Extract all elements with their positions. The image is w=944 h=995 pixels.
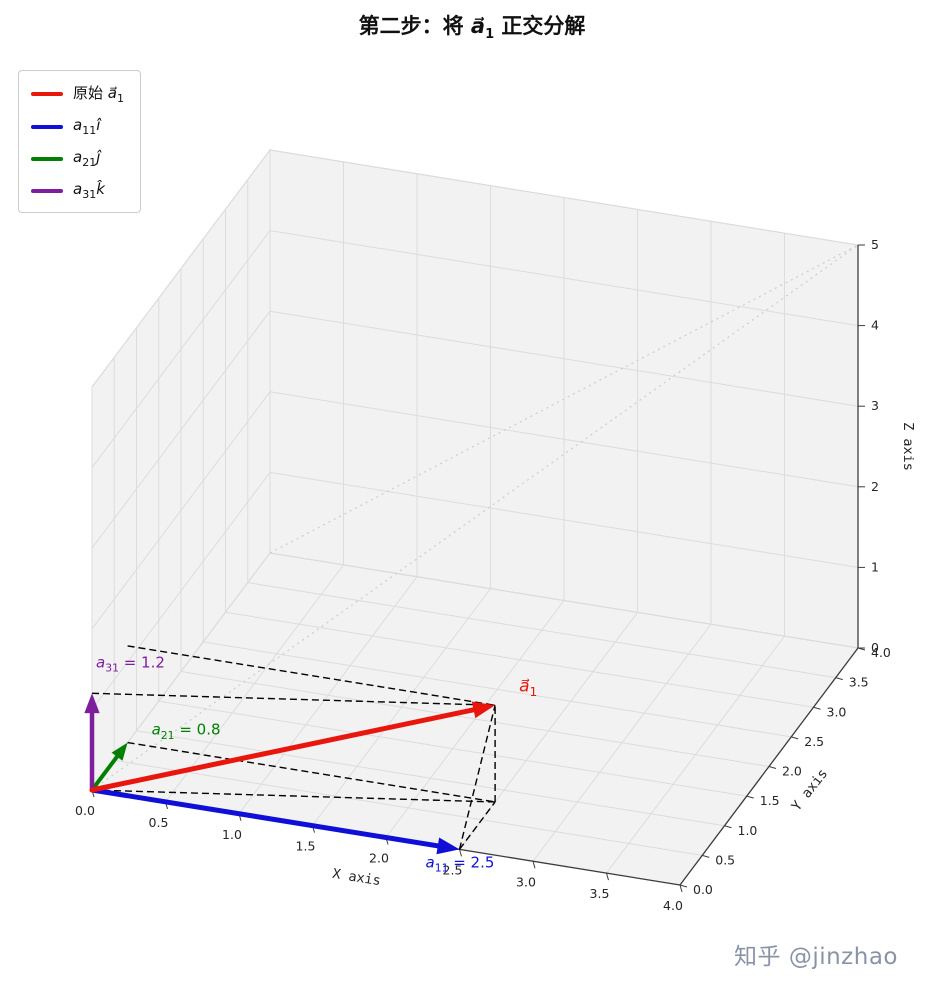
x-axis-label: X axis <box>331 866 382 889</box>
y-tick-label: 3.5 <box>849 675 869 690</box>
vector-a1 <box>89 705 483 793</box>
x-tick-label: 0.5 <box>149 815 169 830</box>
label-a1: a⃗1 <box>519 676 537 699</box>
x-tick-mark <box>606 872 609 881</box>
title-vector-symbol: a⃗ <box>470 14 486 38</box>
legend-swatch <box>31 124 63 129</box>
proj-a21-to-foot <box>127 741 496 803</box>
y-tick-mark <box>746 795 754 799</box>
legend-item: 原始 a⃗1 <box>31 82 124 105</box>
x-tick-mark <box>679 884 683 893</box>
z-tick-label: 4 <box>871 318 879 333</box>
y-tick-label: 1.0 <box>738 823 758 838</box>
x-tick-label: 1.0 <box>222 827 242 842</box>
grid-line <box>203 641 792 738</box>
legend-label: a11î <box>73 116 101 137</box>
grid-line <box>91 310 271 549</box>
label-a21: a21 = 0.8 <box>152 721 221 742</box>
y-tick-mark <box>702 854 710 858</box>
diag-space <box>91 244 859 791</box>
z-tick-label: 3 <box>871 398 879 413</box>
grid-line <box>269 310 859 407</box>
grid-line <box>269 552 859 649</box>
watermark: 知乎 @jinzhao <box>734 937 898 971</box>
x-tick-label: 3.5 <box>590 886 610 901</box>
grid-line <box>180 671 770 767</box>
x-tick-label: 4.0 <box>663 898 683 913</box>
x-tick-label: 2.5 <box>443 862 463 877</box>
grid-line <box>269 471 859 568</box>
grid-line <box>91 230 271 468</box>
y-tick-label: 3.0 <box>827 704 847 719</box>
legend: 原始 a⃗1 a11î a21ĵ a31k̂ <box>18 70 141 213</box>
title-suffix: 正交分解 <box>494 14 586 38</box>
z-tick-label: 1 <box>871 559 879 574</box>
legend-swatch <box>31 188 63 193</box>
grid-line <box>136 730 725 827</box>
vector-a11-i <box>89 787 447 850</box>
y-tick-label: 0.5 <box>715 852 735 867</box>
y-tick-label: 4.0 <box>871 645 891 660</box>
grid-line <box>269 391 859 488</box>
legend-swatch <box>31 91 63 96</box>
legend-item: a31k̂ <box>31 180 124 201</box>
title-vector-subscript: 1 <box>485 27 495 43</box>
grid-line <box>91 149 271 388</box>
y-tick-mark <box>768 766 777 769</box>
grid-line <box>158 700 747 797</box>
y-tick-mark <box>679 884 688 888</box>
grid-line <box>269 149 859 246</box>
label-a11: a11 = 2.5 <box>426 853 495 874</box>
proj-a11-to-foot <box>458 801 496 850</box>
vector-a31-k-arrowhead <box>84 693 100 714</box>
z-tick-label: 5 <box>871 237 879 252</box>
x-tick-mark <box>459 849 462 857</box>
label-a31: a31 = 1.2 <box>96 653 165 674</box>
grid-line <box>91 391 271 630</box>
z-axis-label: Z axis <box>900 422 916 471</box>
grid-line <box>114 759 703 856</box>
proj-top-left <box>127 645 496 706</box>
vector-a21-j-arrowhead <box>111 742 128 761</box>
legend-label: a21ĵ <box>73 148 101 169</box>
proj-floor-diag <box>91 789 496 803</box>
x-tick-mark <box>532 861 536 869</box>
proj-a31-to-tip <box>91 692 496 706</box>
diag-backwall <box>269 244 859 554</box>
y-tick-label: 2.0 <box>782 764 802 779</box>
y-tick-mark <box>724 825 732 829</box>
legend-item: a21ĵ <box>31 148 124 169</box>
y-tick-label: 0.0 <box>693 882 713 897</box>
y-tick-mark <box>835 677 843 681</box>
legend-swatch <box>31 156 63 161</box>
grid-line <box>225 611 814 708</box>
title-prefix: 第二步：将 <box>358 14 471 38</box>
vector-a11-i-arrowhead <box>436 837 460 855</box>
y-tick-mark <box>813 706 821 710</box>
x-tick-label: 1.5 <box>296 839 316 854</box>
z-tick-label: 0 <box>871 640 879 655</box>
legend-label: 原始 a⃗1 <box>73 84 124 105</box>
grid-line <box>269 230 859 327</box>
figure-title: 第二步：将 a⃗1 正交分解 <box>0 10 944 42</box>
watermark-site: 知乎 <box>734 944 781 970</box>
legend-label: a31k̂ <box>73 180 105 201</box>
legend-item: a11î <box>31 116 124 137</box>
x-tick-label: 3.0 <box>516 874 536 889</box>
vector-a1-arrowhead <box>471 701 496 719</box>
y-tick-label: 1.5 <box>760 793 780 808</box>
watermark-handle: @jinzhao <box>788 944 898 970</box>
grid-line <box>91 472 271 710</box>
proj-a11-to-tip <box>458 705 496 850</box>
x-tick-label: 0.0 <box>75 803 95 818</box>
z-tick-label: 2 <box>871 479 879 494</box>
y-tick-label: 2.5 <box>804 734 824 749</box>
vector-a21-j <box>90 750 123 792</box>
grid-line <box>247 582 836 679</box>
x-tick-label: 2.0 <box>369 851 389 866</box>
y-tick-mark <box>791 736 799 740</box>
